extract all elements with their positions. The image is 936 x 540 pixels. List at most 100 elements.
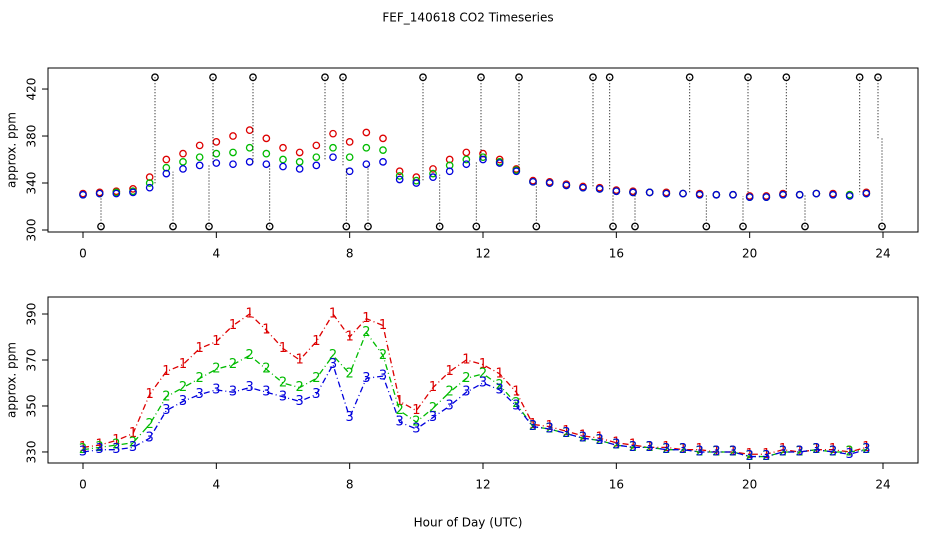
point <box>631 222 639 231</box>
point <box>229 132 237 140</box>
point <box>245 158 254 166</box>
point <box>795 190 804 199</box>
point-marker: 3 <box>462 385 470 400</box>
point-marker: 3 <box>312 387 320 402</box>
point-marker: 2 <box>479 366 487 381</box>
point-marker: 3 <box>696 444 704 459</box>
y-tick-label: 420 <box>25 78 39 101</box>
point-marker: 2 <box>562 426 570 441</box>
point-marker: 3 <box>379 369 387 384</box>
point <box>262 134 271 143</box>
point <box>279 143 287 152</box>
point <box>312 153 321 162</box>
point-marker: 3 <box>512 398 520 413</box>
point-marker: 2 <box>496 378 504 393</box>
y-tick-label: 340 <box>25 172 39 195</box>
point-marker: 1 <box>162 364 170 379</box>
point <box>279 155 287 164</box>
point <box>595 185 604 193</box>
point-marker: 3 <box>612 438 620 453</box>
point <box>695 190 704 199</box>
point <box>739 222 747 231</box>
point <box>279 162 287 171</box>
point <box>379 158 387 166</box>
point-marker: 1 <box>546 419 554 434</box>
point-marker: 2 <box>329 348 337 363</box>
point-marker: 2 <box>246 348 254 363</box>
point-marker: 3 <box>446 398 454 413</box>
point <box>295 165 304 173</box>
point <box>245 126 254 134</box>
point-marker: 2 <box>379 348 387 363</box>
point-marker: 1 <box>529 417 537 432</box>
point <box>878 222 886 231</box>
point-marker: 3 <box>229 385 237 400</box>
point <box>312 141 321 150</box>
point-marker: 1 <box>496 366 504 381</box>
point-marker: 1 <box>346 330 354 345</box>
point <box>345 167 354 176</box>
point <box>265 222 274 231</box>
point-marker: 3 <box>746 449 754 464</box>
point <box>512 167 521 176</box>
point-marker: 3 <box>96 442 104 457</box>
x-tick-label: 24 <box>875 247 890 261</box>
point-marker: 1 <box>79 440 87 455</box>
point-marker: 1 <box>562 424 570 439</box>
point <box>429 173 437 181</box>
point-marker: 1 <box>579 428 587 443</box>
point <box>579 183 587 192</box>
point-marker: 1 <box>362 311 370 326</box>
point-marker: 1 <box>329 307 337 322</box>
point-marker: 3 <box>496 382 504 397</box>
point-marker: 1 <box>379 318 387 333</box>
point-marker: 2 <box>662 442 670 457</box>
point <box>339 73 347 82</box>
point-marker: 1 <box>662 440 670 455</box>
point <box>662 189 671 198</box>
point <box>744 73 752 82</box>
point-marker: 3 <box>279 389 287 404</box>
point <box>129 188 137 197</box>
point <box>195 161 204 170</box>
point <box>295 148 304 157</box>
x-tick-label: 12 <box>475 247 490 261</box>
point-marker: 3 <box>629 440 637 455</box>
point-marker: 3 <box>146 431 154 446</box>
point <box>97 222 105 231</box>
point-marker: 2 <box>779 444 787 459</box>
point <box>245 143 254 152</box>
point-marker: 2 <box>96 440 104 455</box>
point <box>612 187 621 196</box>
point <box>589 73 597 82</box>
point <box>845 192 854 200</box>
point <box>419 73 427 82</box>
point-marker: 2 <box>262 362 270 377</box>
point-marker: 1 <box>96 438 104 453</box>
x-tick-label: 0 <box>79 478 87 492</box>
point <box>379 134 387 143</box>
point-marker: 1 <box>396 394 404 409</box>
x-axis-label: Hour of Day (UTC) <box>414 516 523 530</box>
point-marker: 3 <box>129 440 137 455</box>
point <box>462 148 471 157</box>
point-marker: 2 <box>829 444 837 459</box>
y-axis-label: approx. ppm <box>5 112 19 188</box>
x-tick-label: 12 <box>475 478 490 492</box>
point <box>685 73 694 82</box>
point-marker: 1 <box>512 385 520 400</box>
point <box>312 161 321 170</box>
point <box>179 149 187 158</box>
point <box>162 169 171 178</box>
point-marker: 2 <box>79 442 87 457</box>
point <box>362 160 371 169</box>
point <box>395 175 404 184</box>
point-marker: 3 <box>579 431 587 446</box>
point <box>179 158 187 166</box>
point-marker: 3 <box>562 426 570 441</box>
point <box>812 189 821 198</box>
point <box>462 160 471 169</box>
point-marker: 1 <box>629 438 637 453</box>
point <box>364 222 372 231</box>
point <box>162 155 171 164</box>
